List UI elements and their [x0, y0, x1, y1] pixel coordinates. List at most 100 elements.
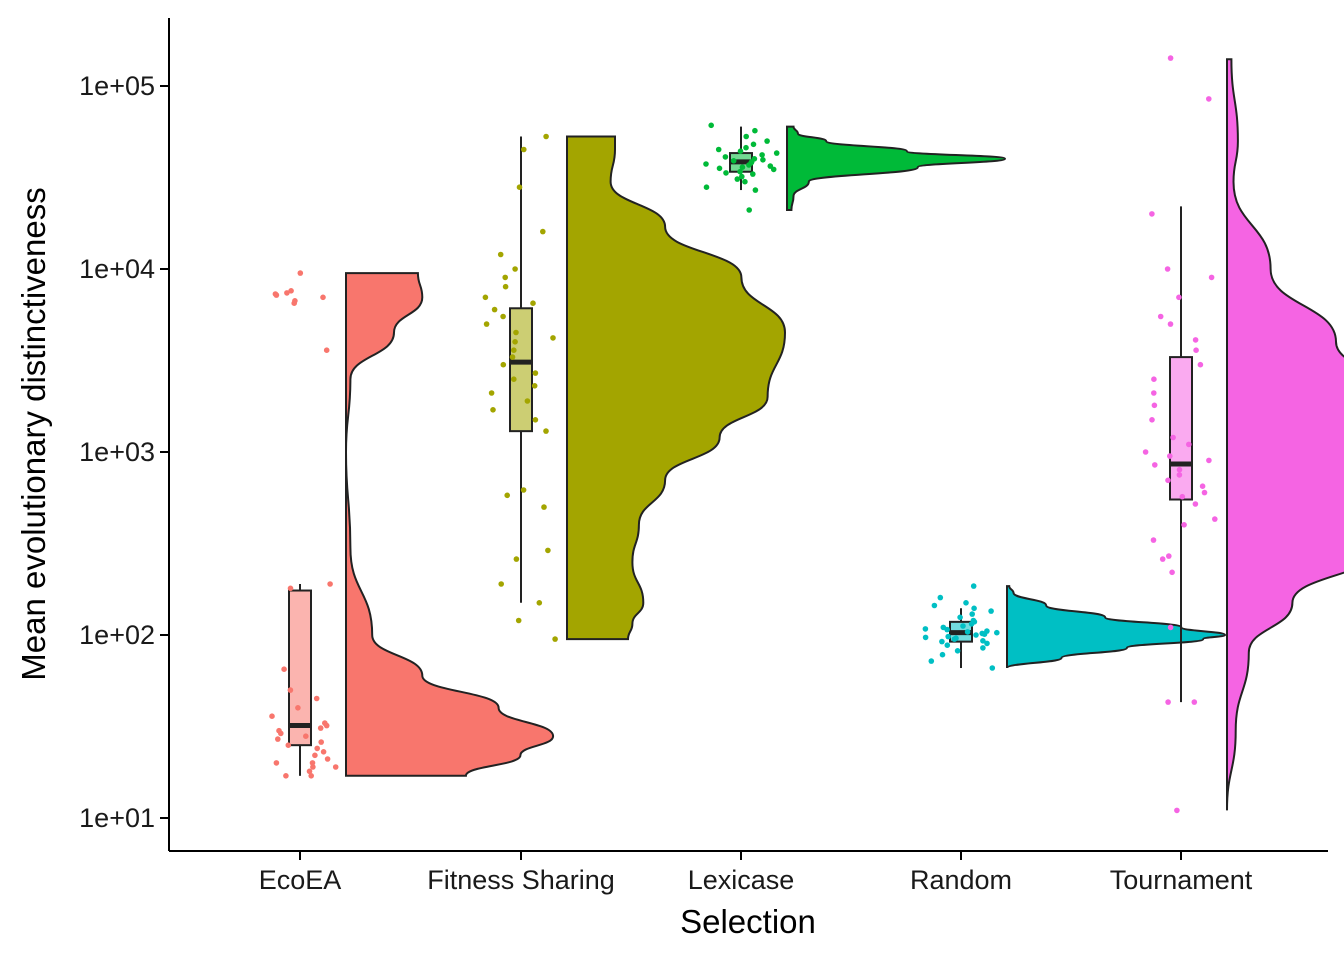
data-point	[317, 725, 324, 731]
data-point	[540, 228, 546, 235]
data-point	[500, 361, 507, 368]
data-point	[928, 658, 935, 664]
data-point	[1159, 556, 1166, 562]
data-point	[273, 760, 280, 766]
data-point	[269, 713, 275, 719]
data-point	[945, 633, 951, 640]
data-point	[292, 298, 298, 304]
data-point	[1191, 699, 1198, 705]
data-point	[1169, 569, 1175, 576]
x-tick-label: Fitness Sharing	[427, 865, 615, 895]
data-point	[295, 705, 301, 711]
data-point	[515, 617, 522, 624]
box-iqr	[288, 589, 312, 747]
data-point	[320, 749, 327, 755]
data-point	[322, 720, 328, 726]
data-point	[511, 347, 517, 354]
data-point	[490, 407, 496, 413]
x-axis-title: Selection	[680, 903, 816, 940]
data-point	[957, 614, 963, 621]
data-point	[323, 347, 330, 354]
data-point	[1208, 274, 1215, 281]
data-point	[521, 146, 527, 153]
data-point	[504, 492, 511, 499]
data-point	[742, 178, 748, 185]
data-point	[971, 605, 977, 612]
data-point	[524, 398, 531, 404]
data-point	[767, 163, 774, 169]
data-point	[1170, 434, 1176, 441]
data-point	[327, 581, 333, 587]
data-point	[313, 695, 320, 702]
data-point	[314, 745, 321, 752]
data-point	[994, 629, 1000, 636]
data-point	[1199, 483, 1206, 490]
data-point	[318, 739, 325, 745]
data-point	[964, 629, 971, 635]
data-point	[759, 152, 765, 158]
data-point	[722, 154, 729, 160]
data-point	[284, 290, 290, 296]
data-point	[960, 623, 966, 629]
data-point	[1166, 553, 1172, 559]
data-point	[1152, 462, 1158, 468]
data-point	[922, 634, 929, 641]
data-point	[1192, 501, 1199, 507]
x-tick-label: Tournament	[1110, 865, 1253, 895]
y-tick-label: 1e+04	[79, 254, 155, 284]
data-point	[970, 617, 977, 624]
data-point	[1165, 699, 1171, 705]
data-point	[543, 133, 549, 140]
data-point	[716, 165, 723, 172]
data-point	[500, 313, 506, 320]
data-point	[1149, 417, 1155, 423]
data-point	[512, 339, 518, 345]
data-point	[483, 321, 490, 327]
data-point	[734, 176, 741, 182]
data-point	[984, 640, 990, 647]
x-ticks: EcoEA Fitness Sharing Lexicase Random Tourna…	[259, 851, 1253, 895]
data-point	[482, 294, 489, 301]
data-point	[1181, 522, 1187, 528]
x-tick-label: Lexicase	[688, 865, 795, 895]
data-point	[287, 687, 294, 693]
data-point	[1212, 516, 1218, 522]
data-point	[309, 760, 316, 766]
data-point	[312, 752, 318, 759]
data-point	[1151, 402, 1158, 409]
data-point	[715, 146, 722, 153]
data-point	[751, 156, 758, 162]
data-point	[743, 144, 749, 151]
data-point	[285, 742, 292, 748]
box-iqr	[509, 307, 533, 433]
y-axis-title: Mean evolutionary distinctiveness	[15, 187, 52, 680]
data-point	[308, 773, 315, 779]
density-cloud	[1006, 585, 1227, 669]
data-point	[750, 141, 757, 148]
data-point	[550, 335, 556, 341]
data-point	[1165, 477, 1171, 484]
data-point	[723, 170, 729, 176]
data-point	[1167, 55, 1174, 61]
data-point	[532, 370, 539, 376]
data-point	[984, 628, 990, 634]
data-point	[497, 251, 504, 258]
data-point	[324, 756, 331, 762]
data-point	[988, 608, 994, 614]
data-point	[989, 665, 996, 671]
data-point	[737, 168, 743, 175]
data-point	[703, 184, 710, 190]
data-point	[541, 504, 547, 510]
data-point	[502, 274, 509, 281]
data-point	[773, 150, 780, 156]
data-point	[488, 390, 495, 396]
data-point	[739, 173, 745, 180]
data-point	[1206, 96, 1212, 102]
data-point	[520, 487, 527, 493]
data-point	[287, 585, 294, 592]
density-cloud	[566, 135, 787, 641]
data-point	[513, 329, 519, 336]
data-point	[281, 666, 287, 672]
y-ticks: 1e+01 1e+02 1e+03 1e+04 1e+05	[79, 71, 169, 833]
